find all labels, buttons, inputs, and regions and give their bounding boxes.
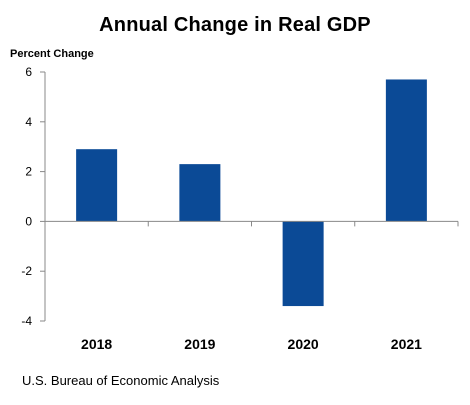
source-note: U.S. Bureau of Economic Analysis bbox=[22, 373, 220, 388]
y-tick-label: 0 bbox=[25, 214, 32, 228]
bar-2018 bbox=[76, 149, 118, 222]
y-tick-label: -2 bbox=[21, 264, 32, 278]
y-tick-label: -4 bbox=[21, 314, 32, 328]
y-ticks-group: 6 4 2 0 -2 -4 bbox=[21, 65, 45, 328]
y-tick-label: 4 bbox=[25, 115, 32, 129]
y-axis-label: Percent Change bbox=[10, 48, 94, 60]
bar-2021 bbox=[385, 79, 427, 222]
y-tick-label: 6 bbox=[25, 65, 32, 79]
bars-group bbox=[76, 79, 427, 307]
y-tick-label: 2 bbox=[25, 165, 32, 179]
x-tick-label: 2020 bbox=[288, 336, 319, 352]
bar-2020 bbox=[282, 221, 324, 307]
x-tick-label: 2019 bbox=[184, 336, 215, 352]
x-labels-group: 2018 2019 2020 2021 bbox=[81, 336, 422, 352]
axes-group bbox=[44, 72, 459, 321]
bar-2019 bbox=[179, 164, 221, 222]
x-tick-label: 2018 bbox=[81, 336, 112, 352]
x-tick-label: 2021 bbox=[391, 336, 422, 352]
chart-title: Annual Change in Real GDP bbox=[99, 14, 371, 36]
